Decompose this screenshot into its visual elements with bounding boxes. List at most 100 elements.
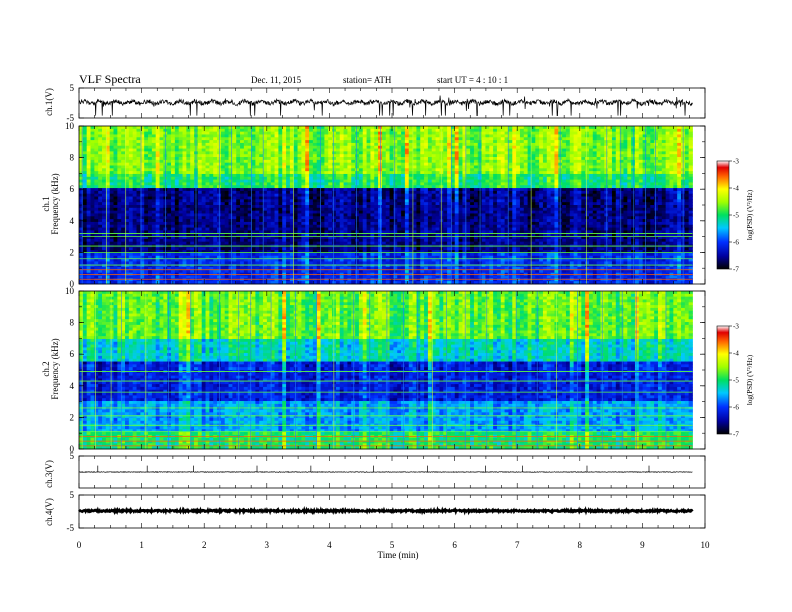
spectrogram-cell [516, 196, 521, 200]
spectrogram-cell [569, 162, 575, 166]
spectrogram-cell [519, 176, 525, 181]
spectrogram-cell [316, 140, 321, 144]
spectrogram-cell [512, 182, 517, 186]
spectrogram-cell [132, 131, 137, 135]
spectrogram-cell [266, 210, 272, 214]
spectrogram-cell [79, 157, 84, 161]
spectrogram-cell [600, 196, 605, 200]
spectrogram-cell [493, 179, 498, 183]
spectrogram-cell [588, 134, 594, 138]
spectrogram-cell [485, 196, 490, 200]
spectrogram-cell [113, 137, 118, 141]
spectrogram-cell [243, 131, 249, 135]
spectrogram-cell [569, 142, 575, 147]
spectrogram-cell [140, 145, 145, 149]
spectrogram-cell [661, 154, 667, 158]
spectrogram-cell [351, 145, 356, 149]
spectrogram-cell [343, 137, 348, 141]
spectrogram-cell [539, 205, 544, 209]
spectrogram-cell [343, 199, 348, 203]
spectrogram-cell [393, 207, 398, 212]
spectrogram-cell [312, 199, 318, 203]
spectrogram-cell [381, 199, 387, 203]
spectrogram-cell [343, 154, 348, 158]
spectrogram-cell [151, 151, 157, 155]
spectrogram-cell [113, 196, 118, 200]
spectrogram-cell [581, 148, 586, 152]
spectrogram-cell [155, 165, 160, 169]
spectrogram-cell [550, 171, 555, 175]
spectrogram-cell [213, 131, 218, 135]
spectrogram-cell [535, 207, 540, 212]
spectrogram-cell [604, 196, 609, 200]
spectrogram-cell [389, 173, 394, 178]
spectrogram-cell [366, 128, 371, 133]
spectrogram-cell [259, 207, 264, 212]
spectrogram-cell [619, 207, 624, 212]
spectrogram-cell [562, 168, 567, 172]
spectrogram-cell [316, 128, 321, 133]
spectrogram-cell [358, 176, 364, 181]
spectrogram-cell [105, 128, 111, 133]
spectrogram-cell [178, 179, 183, 183]
spectrogram-cell [102, 205, 107, 209]
spectrogram-cell [542, 168, 548, 172]
spectrogram-cell [374, 128, 379, 133]
spectrogram-cell [466, 202, 471, 206]
spectrogram-cell [98, 159, 103, 164]
spectrogram-cell [535, 202, 540, 206]
spectrogram-cell [320, 190, 325, 195]
spectrogram-cell [366, 193, 371, 197]
spectrogram-cell [335, 168, 341, 172]
spectrogram-cell [512, 154, 517, 158]
spectrogram-cell [443, 171, 448, 175]
spectrogram-cell [523, 171, 528, 175]
spectrogram-cell [121, 148, 126, 152]
spectrogram-cell [224, 188, 229, 192]
spectrogram-cell [397, 140, 402, 144]
spectrogram-cell [171, 202, 176, 206]
spectrogram-cell [86, 179, 91, 183]
spectrogram-cell [167, 142, 172, 147]
spectrogram-cell [611, 207, 617, 212]
spectrogram-cell [205, 210, 210, 214]
spectrogram-cell [347, 190, 352, 195]
spectrogram-cell [178, 182, 183, 186]
spectrogram-cell [661, 176, 667, 181]
spectrogram-cell [251, 145, 256, 149]
spectrogram-cell [297, 193, 302, 197]
spectrogram-cell [148, 190, 153, 195]
spectrogram-cell [416, 202, 421, 206]
spectrogram-cell [684, 205, 690, 209]
spectrogram-cell [151, 199, 157, 203]
spectrogram-cell [535, 159, 540, 164]
spectrogram-cell [274, 165, 279, 169]
spectrogram-cell [473, 137, 479, 141]
spectrogram-cell [282, 179, 287, 183]
spectrogram-cell [167, 168, 172, 172]
spectrogram-cell [201, 165, 206, 169]
spectrogram-cell [312, 128, 318, 133]
spectrogram-cell [600, 157, 605, 161]
spectrogram-cell [301, 205, 306, 209]
spectrogram-cell [197, 182, 203, 186]
spectrogram-cell [347, 137, 352, 141]
spectrogram-cell [684, 207, 690, 212]
spectrogram-cell [638, 126, 644, 130]
spectrogram-cell [420, 193, 425, 197]
spectrogram-cell [197, 179, 203, 183]
spectrogram-cell [174, 128, 180, 133]
spectrogram-cell [650, 196, 655, 200]
spectrogram-cell [531, 176, 536, 181]
spectrogram-cell [324, 157, 329, 161]
spectrogram-cell [531, 142, 536, 147]
spectrogram-cell [148, 140, 153, 144]
spectrogram-cell [255, 188, 260, 192]
spectrogram-cell [286, 151, 291, 155]
spectrogram-cell [627, 137, 632, 141]
spectrogram-cell [634, 168, 640, 172]
spectrogram-cell [274, 199, 279, 203]
spectrogram-cell [293, 199, 298, 203]
spectrogram-cell [615, 182, 621, 186]
spectrogram-cell [148, 193, 153, 197]
